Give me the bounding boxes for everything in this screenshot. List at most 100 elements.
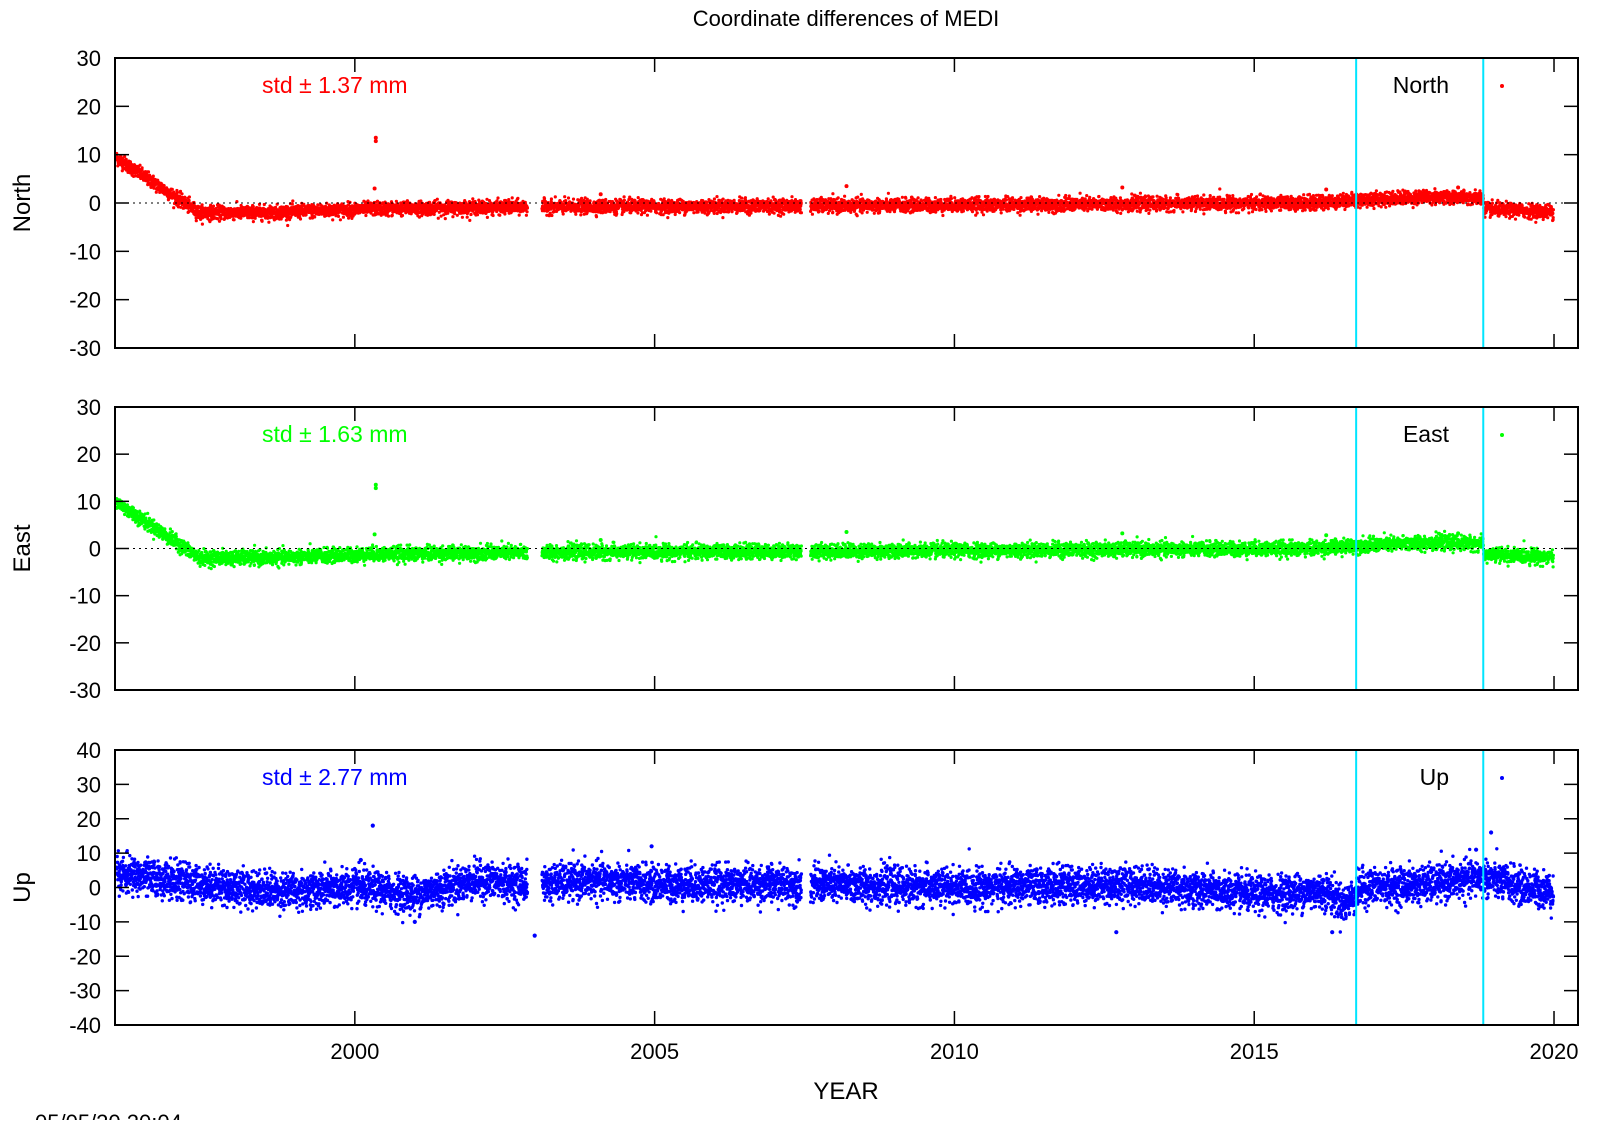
- data-point: [949, 196, 954, 201]
- data-point: [721, 197, 725, 201]
- data-point: [290, 202, 294, 206]
- data-point: [843, 194, 847, 198]
- data-point: [798, 207, 802, 211]
- data-point: [316, 203, 320, 207]
- data-point: [491, 213, 495, 218]
- data-point: [124, 157, 128, 161]
- data-point: [615, 212, 619, 216]
- data-point: [232, 218, 236, 222]
- data-point: [443, 217, 447, 221]
- data-point: [815, 197, 819, 202]
- data-point: [817, 209, 821, 213]
- data-point: [386, 214, 391, 218]
- data-point: [561, 212, 565, 216]
- data-point: [516, 196, 520, 200]
- data-point: [636, 196, 640, 200]
- data-point: [860, 211, 864, 215]
- data-point: [324, 213, 328, 218]
- data-point: [778, 208, 783, 212]
- data-point: [298, 217, 303, 221]
- data-point: [772, 211, 776, 215]
- data-point: [855, 214, 859, 218]
- data-point: [856, 195, 860, 199]
- data-point: [455, 213, 459, 217]
- data-point: [766, 197, 770, 201]
- data-point: [304, 213, 308, 217]
- data-point: [194, 219, 198, 223]
- data-point: [200, 222, 204, 226]
- data-point: [187, 209, 191, 214]
- chart-title: Coordinate differences of MEDI: [693, 6, 1000, 31]
- data-point: [291, 199, 295, 203]
- data-point: [678, 211, 682, 215]
- data-point: [941, 213, 945, 218]
- data-point: [432, 212, 436, 216]
- data-point: [696, 210, 700, 214]
- data-point: [180, 192, 184, 196]
- data-point: [216, 217, 220, 221]
- data-point: [594, 215, 599, 219]
- data-point: [732, 198, 736, 202]
- data-point: [469, 212, 473, 216]
- data-point: [692, 211, 696, 215]
- data-point: [542, 209, 546, 213]
- data-point: [717, 198, 721, 202]
- data-point: [933, 196, 938, 200]
- data-point: [525, 206, 530, 210]
- data-point: [140, 166, 144, 170]
- data-point: [465, 215, 469, 219]
- data-point: [666, 216, 670, 220]
- data-point: [767, 212, 772, 216]
- data-point: [194, 216, 198, 220]
- data-point: [865, 210, 869, 214]
- data-point: [549, 197, 554, 201]
- data-point: [563, 195, 567, 199]
- data-point: [211, 204, 216, 208]
- data-point: [471, 197, 475, 201]
- data-point: [138, 163, 142, 167]
- data-point: [192, 202, 196, 206]
- data-point: [778, 198, 782, 202]
- data-point: [571, 197, 576, 201]
- data-point: [400, 213, 405, 218]
- data-point: [939, 197, 943, 202]
- data-point: [175, 190, 179, 195]
- data-point: [126, 162, 130, 166]
- data-point: [749, 211, 753, 215]
- data-point: [267, 220, 271, 224]
- data-point: [468, 218, 472, 222]
- data-point: [782, 212, 786, 216]
- data-point: [579, 213, 583, 217]
- data-point: [331, 218, 335, 222]
- data-point: [239, 216, 243, 220]
- data-point: [553, 195, 557, 199]
- data-point: [712, 197, 717, 201]
- data-point: [162, 184, 166, 188]
- data-point: [436, 216, 440, 220]
- data-point: [390, 213, 394, 217]
- data-point: [170, 187, 174, 191]
- data-point: [179, 205, 183, 209]
- data-point: [178, 189, 183, 193]
- data-point: [525, 210, 529, 214]
- data-point: [251, 205, 255, 209]
- data-point: [727, 209, 731, 213]
- data-point: [451, 215, 455, 219]
- data-point: [953, 196, 957, 200]
- data-point: [200, 203, 204, 207]
- data-point: [286, 223, 290, 228]
- data-point: [779, 214, 783, 218]
- data-point: [831, 192, 835, 196]
- data-point: [428, 200, 432, 204]
- data-point: [836, 196, 840, 200]
- data-point: [655, 211, 659, 215]
- data-point: [790, 195, 794, 199]
- data-point: [187, 198, 191, 203]
- data-point: [636, 211, 640, 215]
- data-point: [859, 192, 863, 196]
- data-point: [154, 190, 158, 194]
- data-point: [712, 211, 716, 215]
